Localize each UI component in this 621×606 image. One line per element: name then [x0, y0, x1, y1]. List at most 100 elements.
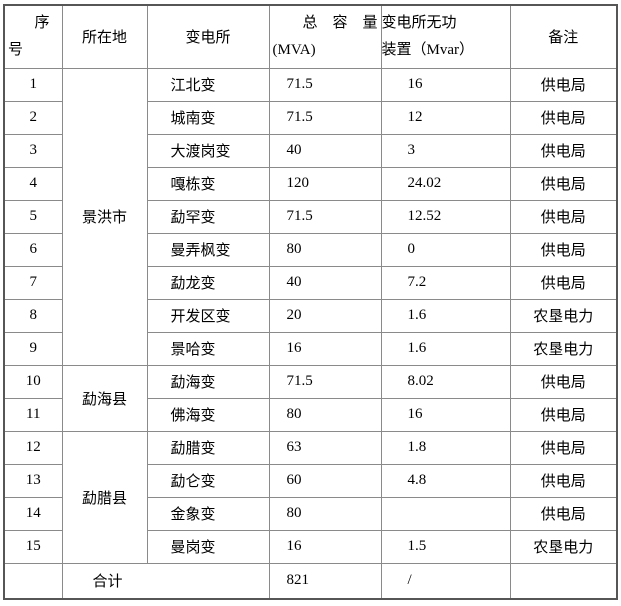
header-reactive-line1: 变电所无功 [381, 14, 457, 31]
cell-capacity: 16 [268, 331, 382, 366]
cell-remark: 农垦电力 [509, 529, 618, 564]
cell-location-jinghong: 景洪市 [61, 67, 148, 366]
cell-seq: 4 [3, 166, 63, 201]
cell-remark: 供电局 [509, 430, 618, 465]
table-row: 12 勐腊县 勐腊变 63 1.8 供电局 [3, 430, 618, 564]
cell-remark: 供电局 [509, 265, 618, 300]
cell-seq: 8 [3, 298, 63, 333]
cell-substation: 城南变 [146, 100, 270, 135]
cell-remark: 供电局 [509, 397, 618, 432]
table-row: 15 曼岗变 16 1.5 农垦电力 [3, 529, 618, 564]
table-row: 3 大渡岗变 40 3 供电局 [3, 133, 618, 168]
cell-reactive: 16 [380, 397, 511, 432]
cell-capacity: 80 [268, 397, 382, 432]
cell-substation: 勐仑变 [146, 463, 270, 498]
header-cell-seq: 序 号 [3, 4, 63, 69]
cell-location-menghai: 勐海县 [61, 364, 148, 432]
cell-substation: 曼岗变 [146, 529, 270, 564]
cell-seq: 12 [3, 430, 63, 465]
cell-substation: 大渡岗变 [146, 133, 270, 168]
cell-substation: 景哈变 [146, 331, 270, 366]
table-row: 9 景哈变 16 1.6 农垦电力 [3, 331, 618, 366]
cell-substation: 江北变 [146, 67, 270, 102]
header-cell-location: 所在地 [61, 4, 148, 69]
cell-remark: 供电局 [509, 463, 618, 498]
cell-reactive: 3 [380, 133, 511, 168]
table-row: 13 勐仑变 60 4.8 供电局 [3, 463, 618, 498]
table-row: 11 佛海变 80 16 供电局 [3, 397, 618, 432]
total-row: 合计 821 / [3, 562, 618, 600]
header-cell-reactive: 变电所无功 装置（Mvar） [380, 4, 511, 69]
total-remark-cell [509, 562, 618, 600]
header-cell-capacity: 总 容 量 (MVA) [268, 4, 382, 69]
table-row: 5 勐罕变 71.5 12.52 供电局 [3, 199, 618, 234]
cell-remark: 供电局 [509, 364, 618, 399]
cell-reactive: 1.6 [380, 298, 511, 333]
total-label-cell: 合计 [61, 562, 270, 600]
cell-remark: 供电局 [509, 232, 618, 267]
cell-seq: 9 [3, 331, 63, 366]
header-seq-line2: 号 [8, 41, 24, 58]
cell-substation: 勐龙变 [146, 265, 270, 300]
cell-substation: 开发区变 [146, 298, 270, 333]
cell-remark: 供电局 [509, 199, 618, 234]
header-capacity-line1: 总 容 量 [302, 14, 378, 31]
cell-capacity: 120 [268, 166, 382, 201]
table-row: 7 勐龙变 40 7.2 供电局 [3, 265, 618, 300]
cell-capacity: 63 [268, 430, 382, 465]
table-row: 10 勐海县 勐海变 71.5 8.02 供电局 [3, 364, 618, 432]
cell-capacity: 71.5 [268, 100, 382, 135]
cell-substation: 佛海变 [146, 397, 270, 432]
substation-table: 序 号 所在地 变电所 总 容 量 (MVA) 变电所无功 装置（Mvar） 备… [3, 4, 618, 600]
header-cell-remark: 备注 [509, 4, 618, 69]
total-reactive-cell: / [380, 562, 511, 600]
header-cell-substation: 变电所 [146, 4, 270, 69]
header-seq-line1: 序 [34, 14, 50, 31]
cell-capacity: 16 [268, 529, 382, 564]
cell-seq: 6 [3, 232, 63, 267]
cell-seq: 14 [3, 496, 63, 531]
cell-seq: 11 [3, 397, 63, 432]
cell-seq: 15 [3, 529, 63, 564]
total-capacity-cell: 821 [268, 562, 382, 600]
cell-substation: 嘎栋变 [146, 166, 270, 201]
cell-remark: 农垦电力 [509, 298, 618, 333]
cell-remark: 供电局 [509, 100, 618, 135]
cell-seq: 2 [3, 100, 63, 135]
header-row: 序 号 所在地 变电所 总 容 量 (MVA) 变电所无功 装置（Mvar） 备… [3, 4, 618, 69]
cell-capacity: 80 [268, 496, 382, 531]
table-row: 14 金象变 80 供电局 [3, 496, 618, 531]
cell-substation: 金象变 [146, 496, 270, 531]
cell-capacity: 71.5 [268, 364, 382, 399]
cell-reactive: 1.6 [380, 331, 511, 366]
cell-capacity: 40 [268, 265, 382, 300]
cell-reactive: 16 [380, 67, 511, 102]
cell-reactive: 0 [380, 232, 511, 267]
cell-capacity: 80 [268, 232, 382, 267]
cell-reactive: 1.8 [380, 430, 511, 465]
table-row: 4 嘎栋变 120 24.02 供电局 [3, 166, 618, 201]
table-row: 6 曼弄枫变 80 0 供电局 [3, 232, 618, 267]
cell-remark: 供电局 [509, 496, 618, 531]
cell-capacity: 20 [268, 298, 382, 333]
cell-reactive: 12 [380, 100, 511, 135]
cell-substation: 勐罕变 [146, 199, 270, 234]
cell-seq: 7 [3, 265, 63, 300]
cell-substation: 勐海变 [146, 364, 270, 399]
total-seq-cell [3, 562, 63, 600]
cell-capacity: 60 [268, 463, 382, 498]
header-reactive-line2: 装置（Mvar） [381, 41, 474, 58]
cell-location-mengla: 勐腊县 [61, 430, 148, 564]
cell-remark: 农垦电力 [509, 331, 618, 366]
cell-seq: 3 [3, 133, 63, 168]
cell-capacity: 71.5 [268, 67, 382, 102]
cell-reactive: 24.02 [380, 166, 511, 201]
cell-seq: 13 [3, 463, 63, 498]
cell-remark: 供电局 [509, 166, 618, 201]
cell-remark: 供电局 [509, 133, 618, 168]
cell-reactive: 12.52 [380, 199, 511, 234]
cell-seq: 1 [3, 67, 63, 102]
cell-seq: 5 [3, 199, 63, 234]
cell-reactive: 7.2 [380, 265, 511, 300]
cell-substation: 勐腊变 [146, 430, 270, 465]
